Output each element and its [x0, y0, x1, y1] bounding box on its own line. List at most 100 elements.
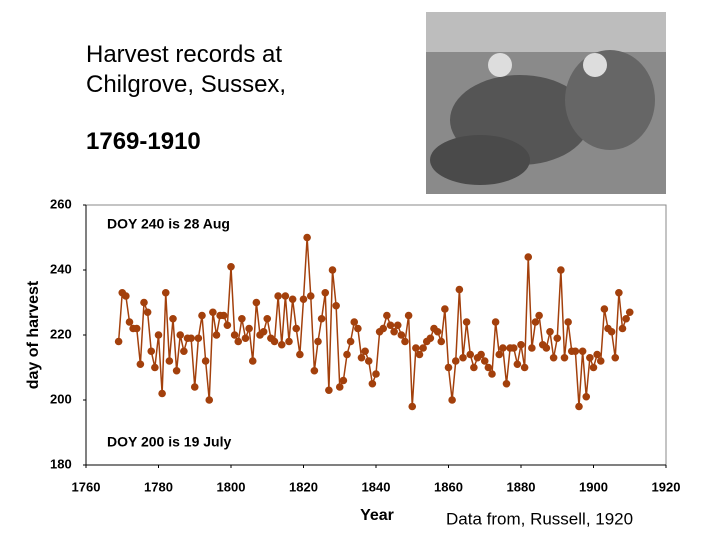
data-point	[611, 353, 620, 362]
data-point	[248, 357, 257, 365]
data-point	[557, 266, 565, 274]
data-point	[393, 321, 402, 330]
data-point	[201, 357, 210, 365]
data-point	[480, 357, 489, 365]
x-tick-label: 1900	[579, 479, 608, 494]
data-point	[285, 337, 293, 346]
data-point	[187, 334, 195, 343]
data-point	[575, 402, 583, 411]
source: Data from, Russell, 1920	[446, 509, 633, 528]
data-point	[364, 357, 373, 365]
data-point	[549, 353, 558, 362]
annotation: DOY 200 is 19 July	[107, 434, 231, 450]
data-point	[281, 292, 290, 300]
data-point	[470, 363, 478, 372]
data-point	[390, 327, 398, 336]
data-point	[317, 314, 326, 323]
data-point	[441, 305, 449, 313]
data-point	[372, 370, 380, 378]
data-point	[154, 331, 163, 339]
data-point	[546, 327, 554, 336]
data-point	[325, 386, 333, 395]
data-point	[321, 288, 330, 297]
annotation: DOY 240 is 28 Aug	[107, 216, 230, 232]
data-point	[499, 344, 507, 352]
data-point	[578, 347, 587, 356]
data-point	[397, 331, 406, 339]
data-point	[615, 288, 623, 297]
data-point	[165, 357, 174, 365]
data-point	[212, 331, 221, 339]
data-point	[419, 344, 427, 352]
data-point	[502, 379, 511, 388]
y-axis-label: day of harvest	[25, 280, 42, 389]
data-point	[190, 383, 199, 391]
data-point	[143, 308, 152, 317]
data-point	[484, 363, 493, 372]
data-point	[491, 318, 500, 326]
data-point	[586, 353, 594, 362]
data-point	[564, 318, 572, 326]
data-point	[136, 360, 145, 369]
data-point	[277, 340, 286, 349]
data-point	[589, 363, 598, 372]
data-point	[444, 363, 453, 372]
data-point	[582, 392, 591, 401]
data-point	[270, 337, 279, 346]
data-point	[401, 337, 409, 346]
data-point	[259, 327, 268, 336]
y-tick-label: 260	[50, 196, 72, 211]
data-point	[274, 292, 282, 300]
data-point	[205, 396, 214, 404]
data-point	[350, 318, 359, 326]
data-point	[408, 402, 417, 411]
data-point	[451, 357, 460, 365]
data-point	[299, 295, 308, 304]
data-point	[361, 347, 369, 356]
data-point	[241, 334, 250, 343]
data-point	[180, 347, 188, 356]
data-point	[560, 353, 569, 362]
data-point	[230, 331, 239, 339]
data-point	[426, 334, 435, 343]
data-point	[198, 311, 206, 320]
title: Harvest records at Chilgrove, Sussex,	[86, 41, 287, 98]
x-axis-label: Year	[360, 507, 394, 524]
subtitle: 1769-1910	[86, 128, 201, 155]
data-point	[296, 350, 304, 359]
x-tick-label: 1760	[72, 479, 101, 494]
data-point	[169, 314, 177, 323]
plot-frame	[85, 204, 667, 466]
data-point	[151, 363, 159, 372]
data-point	[622, 314, 630, 323]
data-point	[357, 353, 366, 362]
data-point	[303, 233, 311, 242]
data-point	[346, 337, 355, 346]
data-point	[553, 334, 562, 343]
data-point	[383, 311, 391, 320]
data-point	[495, 350, 504, 359]
data-point	[114, 337, 123, 346]
x-tick-label: 1920	[652, 479, 681, 494]
data-point	[288, 295, 297, 304]
data-point	[161, 288, 170, 297]
data-point	[415, 350, 424, 359]
data-point	[607, 327, 616, 336]
y-tick-label: 180	[50, 456, 72, 471]
data-point	[172, 366, 181, 375]
data-point	[252, 298, 261, 307]
data-point	[245, 324, 253, 333]
data-point	[339, 376, 348, 385]
data-point	[122, 292, 130, 300]
data-point	[520, 363, 529, 372]
data-point	[263, 314, 272, 323]
photo	[426, 12, 666, 194]
data-point	[386, 321, 395, 330]
data-point	[412, 344, 420, 352]
data-point	[306, 292, 315, 300]
data-point	[379, 324, 388, 333]
data-point	[542, 344, 551, 352]
data-point	[462, 318, 471, 326]
